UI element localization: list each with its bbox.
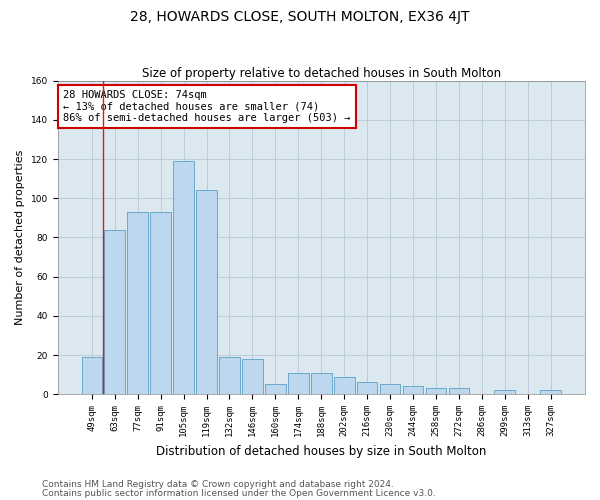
Bar [104,230,125,394]
Bar [219,357,240,394]
X-axis label: Distribution of detached houses by size in South Molton: Distribution of detached houses by size … [156,444,487,458]
Y-axis label: Number of detached properties: Number of detached properties [15,150,25,325]
Text: 28, HOWARDS CLOSE, SOUTH MOLTON, EX36 4JT: 28, HOWARDS CLOSE, SOUTH MOLTON, EX36 4J… [130,10,470,24]
Bar [311,372,332,394]
Text: 28 HOWARDS CLOSE: 74sqm
← 13% of detached houses are smaller (74)
86% of semi-de: 28 HOWARDS CLOSE: 74sqm ← 13% of detache… [63,90,350,124]
Text: Contains public sector information licensed under the Open Government Licence v3: Contains public sector information licen… [42,488,436,498]
Bar [449,388,469,394]
Bar [403,386,424,394]
Bar [127,212,148,394]
Bar [380,384,400,394]
Text: Contains HM Land Registry data © Crown copyright and database right 2024.: Contains HM Land Registry data © Crown c… [42,480,394,489]
Bar [173,161,194,394]
Bar [196,190,217,394]
Bar [494,390,515,394]
Title: Size of property relative to detached houses in South Molton: Size of property relative to detached ho… [142,66,501,80]
Bar [288,372,308,394]
Bar [541,390,561,394]
Bar [82,357,102,394]
Bar [151,212,171,394]
Bar [265,384,286,394]
Bar [334,376,355,394]
Bar [357,382,377,394]
Bar [242,359,263,394]
Bar [425,388,446,394]
